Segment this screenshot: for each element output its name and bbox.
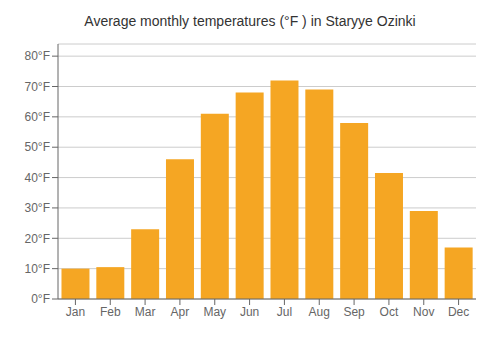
svg-text:Sep: Sep	[343, 305, 365, 319]
svg-text:Oct: Oct	[380, 305, 399, 319]
svg-text:Aug: Aug	[309, 305, 330, 319]
svg-text:10°F: 10°F	[25, 262, 50, 276]
svg-text:50°F: 50°F	[25, 140, 50, 154]
svg-text:30°F: 30°F	[25, 201, 50, 215]
svg-text:Mar: Mar	[135, 305, 156, 319]
svg-text:80°F: 80°F	[25, 49, 50, 63]
svg-text:0°F: 0°F	[31, 292, 50, 306]
svg-text:Apr: Apr	[171, 305, 190, 319]
svg-text:40°F: 40°F	[25, 171, 50, 185]
svg-text:Jun: Jun	[240, 305, 259, 319]
svg-text:70°F: 70°F	[25, 80, 50, 94]
svg-text:Jan: Jan	[66, 305, 85, 319]
svg-text:Feb: Feb	[100, 305, 121, 319]
html-text:Average monthly temperatures (: Average monthly temperatures (°F ) in St…	[84, 13, 416, 29]
svg-text:60°F: 60°F	[25, 110, 50, 124]
svg-text:Jul: Jul	[277, 305, 292, 319]
svg-text:May: May	[203, 305, 226, 319]
svg-text:Nov: Nov	[413, 305, 434, 319]
svg-text:Dec: Dec	[448, 305, 469, 319]
svg-text:20°F: 20°F	[25, 232, 50, 246]
